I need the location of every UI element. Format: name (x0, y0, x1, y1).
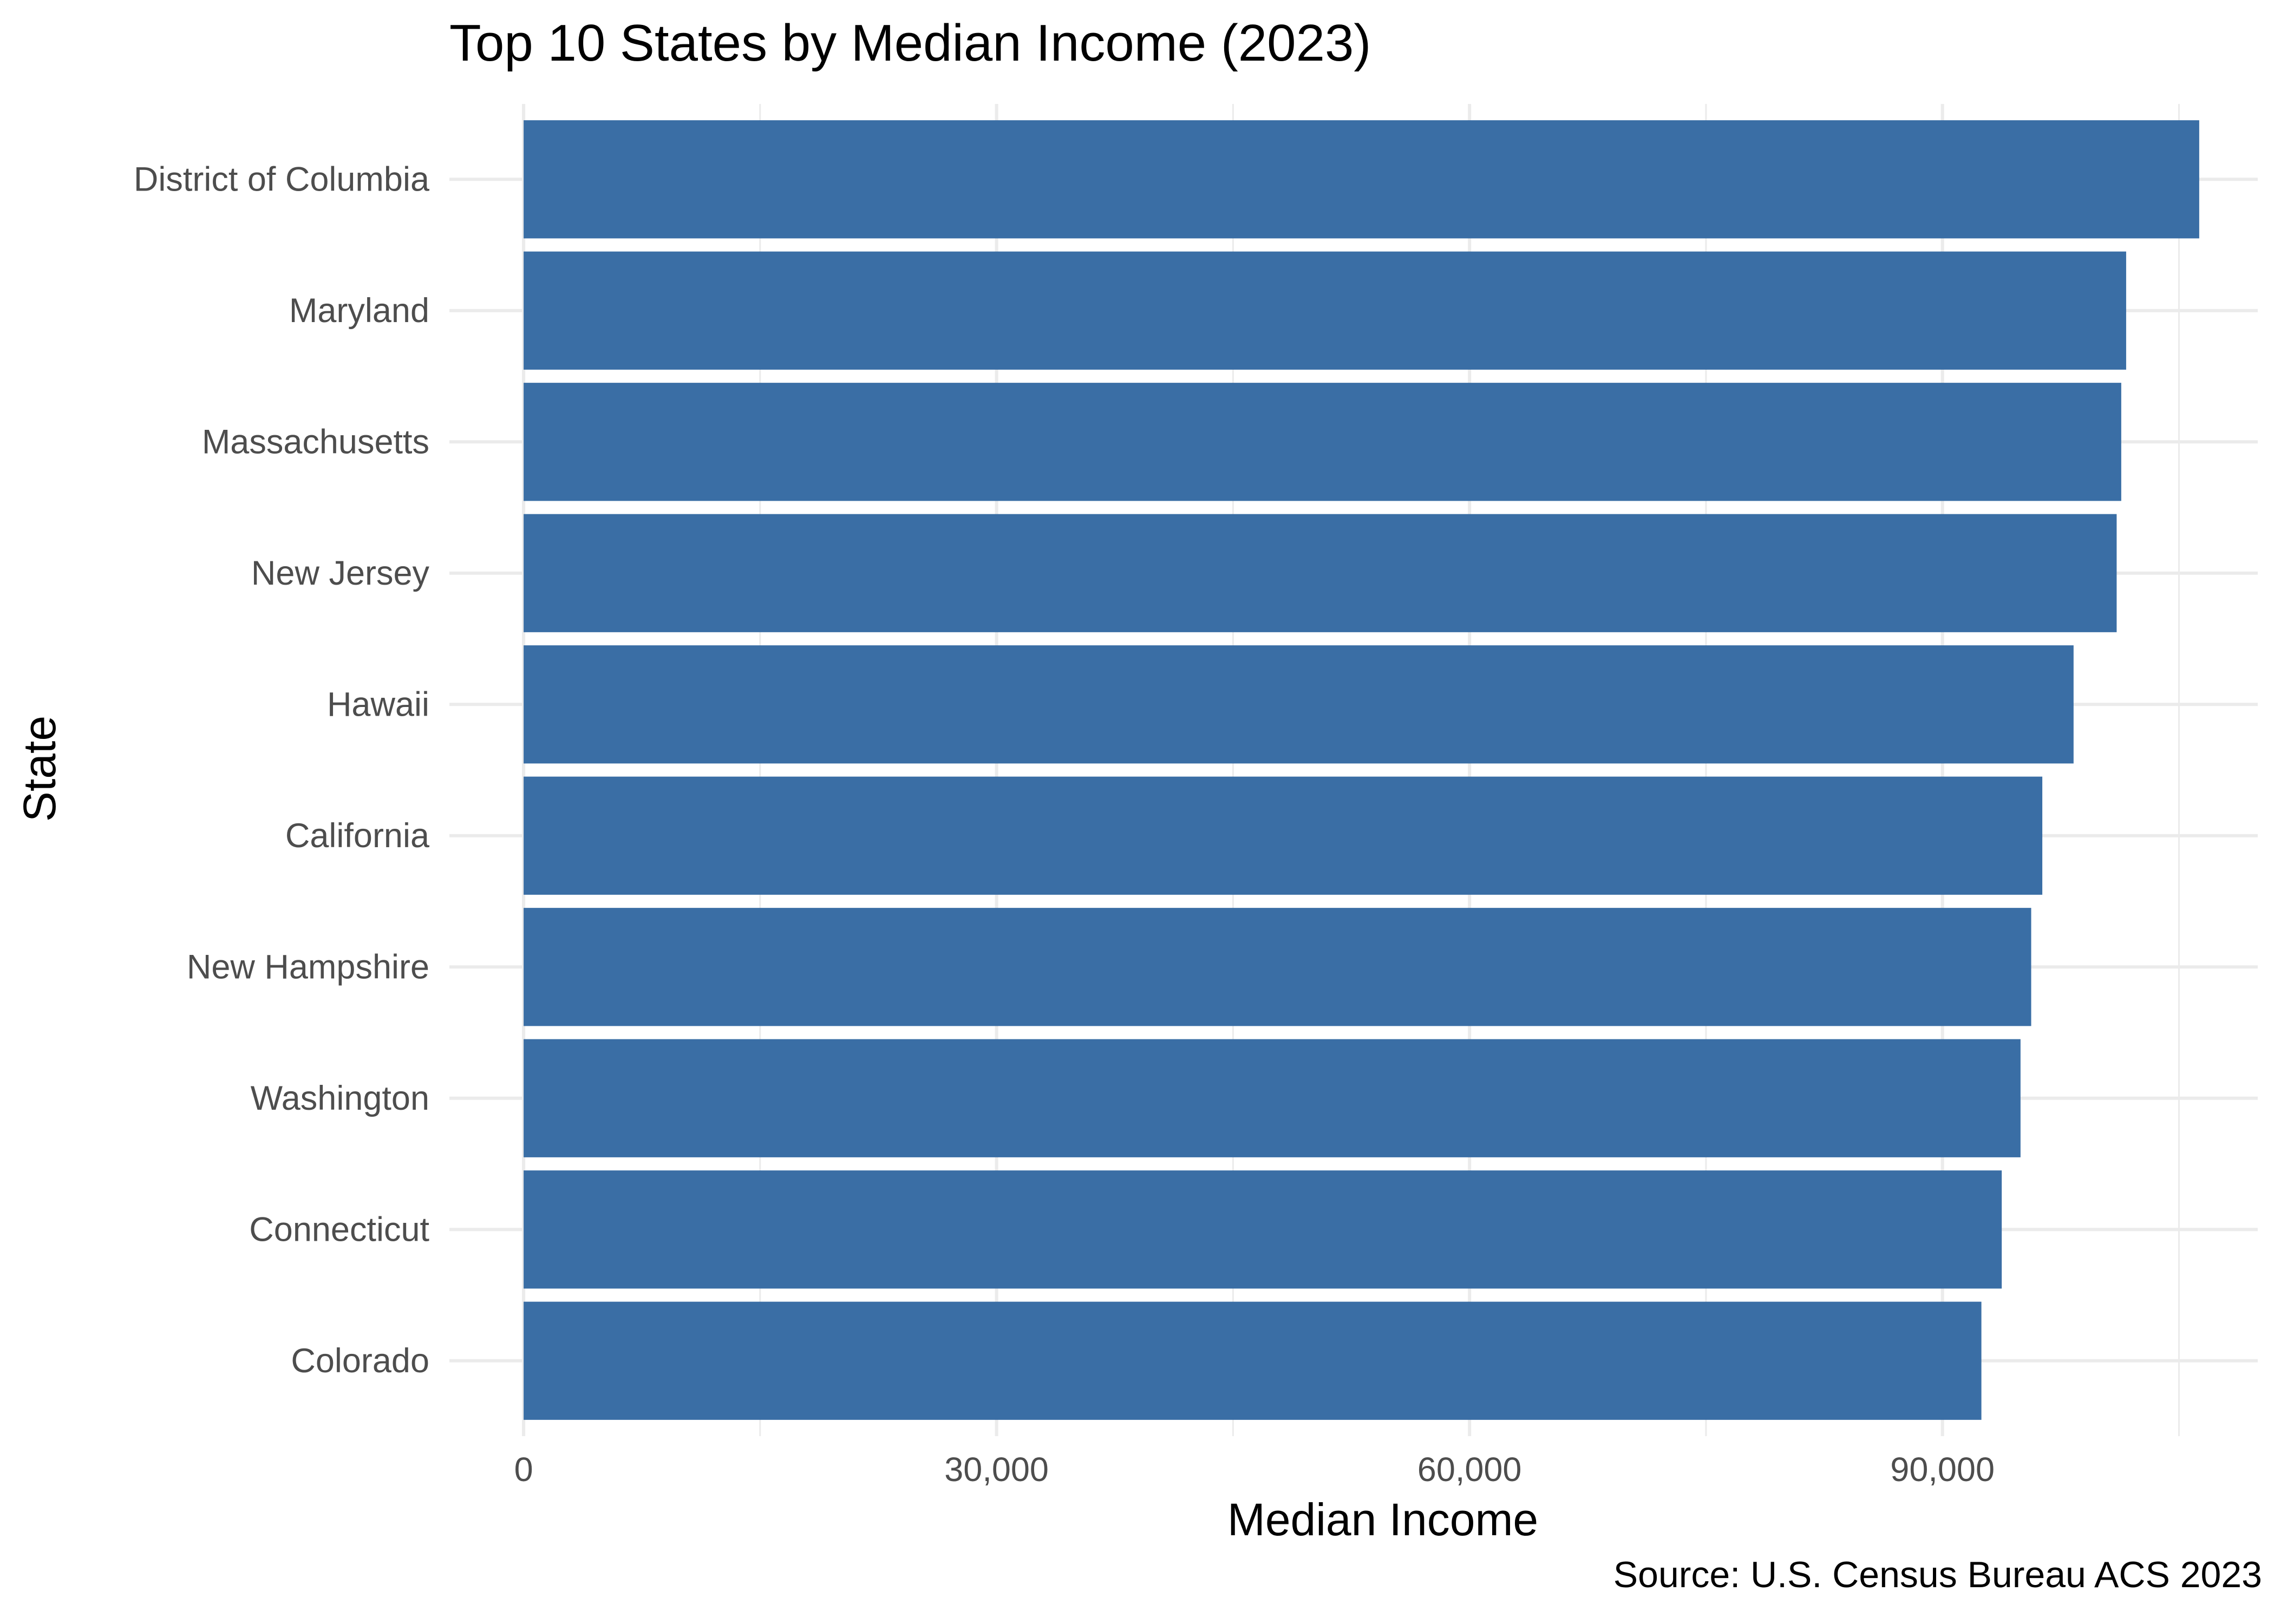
bar (524, 120, 2199, 239)
x-axis-label: Median Income (1227, 1494, 1538, 1545)
y-tick-label: Connecticut (249, 1210, 429, 1248)
bar (524, 514, 2117, 632)
bar (524, 251, 2126, 370)
bar (524, 1301, 1982, 1420)
y-tick-label: Maryland (289, 292, 429, 330)
y-tick-label: Hawaii (327, 685, 429, 723)
y-tick-label: Washington (251, 1079, 429, 1117)
x-tick-labels: 0 30,000 60,000 90,000 (514, 1451, 1995, 1489)
y-tick-label: California (285, 817, 430, 855)
bar (524, 645, 2074, 764)
x-tick-label: 0 (514, 1451, 533, 1489)
bar (524, 776, 2043, 895)
y-axis-label: State (14, 716, 65, 822)
y-tick-label: Colorado (291, 1342, 429, 1380)
bar (524, 908, 2031, 1026)
x-tick-label: 90,000 (1890, 1451, 1995, 1489)
x-tick-label: 30,000 (944, 1451, 1049, 1489)
bar (524, 1170, 2002, 1289)
y-tick-label: District of Columbia (134, 160, 430, 198)
bar (524, 1039, 2021, 1157)
chart-title: Top 10 States by Median Income (2023) (449, 14, 1371, 72)
y-tick-labels: District of Columbia Maryland Massachusett… (134, 160, 430, 1380)
y-tick-label: New Jersey (251, 554, 430, 592)
y-tick-label: Massachusetts (202, 423, 429, 461)
bar (524, 383, 2121, 501)
bars (524, 120, 2199, 1420)
chart-source: Source: U.S. Census Bureau ACS 2023 (1613, 1554, 2262, 1595)
y-tick-label: New Hampshire (187, 948, 429, 986)
x-tick-label: 60,000 (1417, 1451, 1522, 1489)
